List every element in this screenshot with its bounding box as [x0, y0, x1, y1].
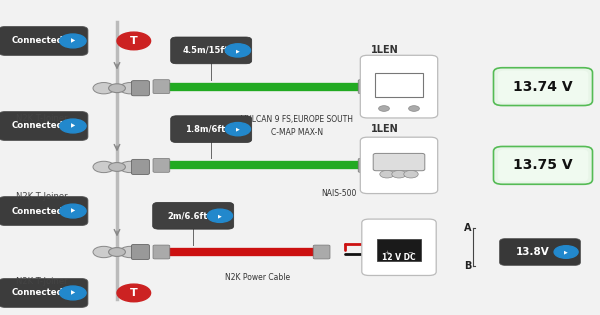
Bar	[377, 239, 421, 261]
Text: 1LEN: 1LEN	[371, 124, 398, 134]
Text: N2K T-Joiner: N2K T-Joiner	[16, 192, 68, 201]
Circle shape	[109, 163, 125, 171]
Circle shape	[119, 161, 141, 173]
Text: NAIS-500: NAIS-500	[322, 189, 356, 198]
Text: N2K Power Cable: N2K Power Cable	[226, 273, 290, 282]
Text: 13.75 V: 13.75 V	[513, 158, 573, 172]
Circle shape	[404, 170, 418, 178]
Text: N2K T-Joiner: N2K T-Joiner	[16, 278, 68, 286]
Circle shape	[117, 32, 151, 50]
Text: 12 V DC: 12 V DC	[382, 253, 416, 262]
FancyBboxPatch shape	[373, 153, 425, 171]
FancyBboxPatch shape	[493, 146, 593, 184]
FancyBboxPatch shape	[0, 112, 88, 140]
Text: 1.8m/6ft: 1.8m/6ft	[185, 125, 226, 134]
Text: Connected: Connected	[11, 289, 63, 297]
FancyBboxPatch shape	[498, 149, 589, 181]
Circle shape	[117, 284, 151, 302]
FancyBboxPatch shape	[131, 81, 149, 96]
FancyBboxPatch shape	[313, 245, 330, 259]
Text: ▶: ▶	[71, 38, 75, 43]
FancyBboxPatch shape	[362, 219, 436, 275]
Circle shape	[109, 84, 125, 93]
FancyBboxPatch shape	[360, 55, 438, 118]
FancyBboxPatch shape	[153, 80, 170, 94]
FancyBboxPatch shape	[171, 116, 252, 142]
Text: T: T	[130, 288, 137, 298]
Text: T: T	[130, 36, 137, 46]
Circle shape	[60, 204, 86, 218]
Circle shape	[380, 170, 394, 178]
Bar	[376, 73, 422, 97]
Text: ▶: ▶	[71, 123, 75, 129]
Circle shape	[226, 44, 251, 57]
FancyBboxPatch shape	[0, 26, 88, 55]
Circle shape	[60, 34, 86, 48]
FancyBboxPatch shape	[358, 158, 375, 172]
Circle shape	[379, 106, 389, 112]
Circle shape	[60, 286, 86, 300]
Text: Connected: Connected	[11, 37, 63, 45]
Circle shape	[93, 83, 115, 94]
Text: 2m/6.6ft: 2m/6.6ft	[167, 211, 208, 220]
Circle shape	[60, 119, 86, 133]
Text: ▶: ▶	[218, 213, 222, 218]
Text: A: A	[464, 223, 472, 233]
Circle shape	[554, 246, 578, 258]
FancyBboxPatch shape	[171, 37, 252, 64]
Text: Connected: Connected	[11, 207, 63, 215]
Text: +         −: + −	[385, 250, 413, 255]
Text: ▶: ▶	[236, 48, 240, 53]
FancyBboxPatch shape	[131, 244, 149, 260]
FancyBboxPatch shape	[153, 158, 170, 172]
Circle shape	[119, 246, 141, 258]
FancyBboxPatch shape	[499, 239, 581, 265]
Circle shape	[392, 170, 406, 178]
Text: N2K T-Joiner: N2K T-Joiner	[16, 114, 68, 123]
Circle shape	[93, 161, 115, 173]
FancyBboxPatch shape	[360, 137, 438, 193]
Text: Connected: Connected	[11, 122, 63, 130]
Circle shape	[93, 246, 115, 258]
Circle shape	[409, 106, 419, 112]
Text: ▶: ▶	[71, 290, 75, 295]
Text: 13.74 V: 13.74 V	[513, 80, 573, 94]
FancyBboxPatch shape	[0, 278, 88, 307]
FancyBboxPatch shape	[358, 80, 375, 94]
Circle shape	[208, 209, 233, 222]
FancyBboxPatch shape	[493, 68, 593, 106]
Text: 1LEN: 1LEN	[371, 45, 398, 55]
Text: 13.8V: 13.8V	[516, 247, 550, 257]
Text: ▶: ▶	[71, 209, 75, 214]
Circle shape	[109, 248, 125, 256]
Text: VULCAN 9 FS,EUROPE SOUTH
C-MAP MAX-N: VULCAN 9 FS,EUROPE SOUTH C-MAP MAX-N	[241, 115, 353, 137]
Text: B: B	[464, 261, 472, 271]
FancyBboxPatch shape	[498, 71, 589, 103]
FancyBboxPatch shape	[153, 203, 234, 229]
Circle shape	[119, 83, 141, 94]
Text: ▶: ▶	[564, 249, 568, 255]
FancyBboxPatch shape	[131, 159, 149, 175]
Text: ▶: ▶	[236, 127, 240, 132]
FancyBboxPatch shape	[0, 197, 88, 226]
Circle shape	[226, 123, 251, 136]
Text: 4.5m/15ft: 4.5m/15ft	[182, 46, 229, 55]
FancyBboxPatch shape	[153, 245, 170, 259]
